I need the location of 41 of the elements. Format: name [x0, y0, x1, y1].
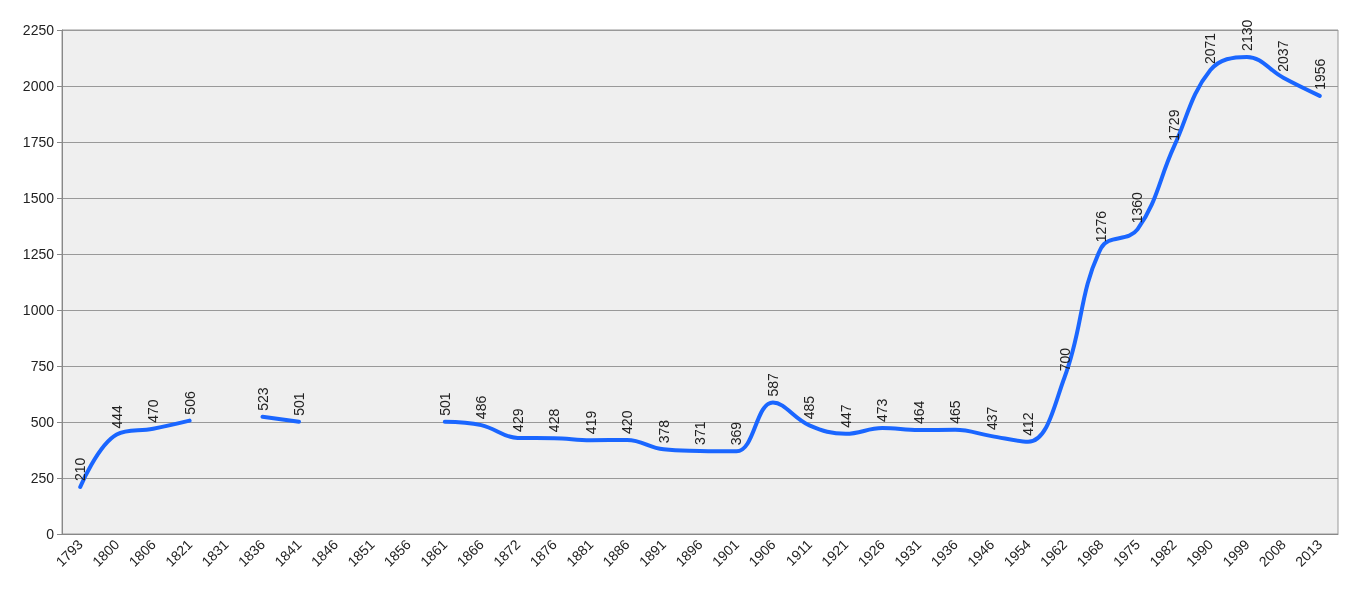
y-tick-label: 500 — [30, 414, 55, 430]
data-label: 369 — [728, 421, 745, 446]
data-label: 2071 — [1202, 32, 1219, 65]
data-label: 464 — [910, 400, 927, 425]
data-label: 429 — [509, 408, 526, 432]
data-label: 501 — [436, 392, 453, 416]
data-label: 506 — [181, 391, 198, 415]
y-tick-label: 1000 — [22, 302, 55, 318]
y-tick-label: 1500 — [22, 190, 55, 206]
data-label: 447 — [837, 404, 854, 428]
data-label: 1360 — [1129, 192, 1146, 224]
data-label: 700 — [1056, 347, 1073, 372]
data-label: 2037 — [1275, 40, 1292, 72]
data-label: 437 — [983, 406, 1000, 431]
y-tick-label: 750 — [30, 358, 55, 374]
data-label: 419 — [582, 410, 599, 435]
y-tick-label: 0 — [46, 526, 55, 542]
data-label: 428 — [546, 408, 563, 433]
data-label: 587 — [764, 372, 781, 397]
y-tick-label: 1250 — [22, 246, 55, 262]
y-tick-label: 1750 — [22, 134, 55, 150]
data-label: 444 — [108, 404, 125, 429]
data-label: 420 — [619, 410, 636, 434]
data-label: 501 — [290, 392, 307, 416]
y-tick-label: 2250 — [22, 22, 55, 38]
data-label: 473 — [874, 398, 891, 423]
data-label: 378 — [655, 419, 672, 444]
data-label: 486 — [473, 395, 490, 420]
data-label: 371 — [692, 421, 708, 445]
data-label: 523 — [254, 387, 271, 411]
data-label: 1729 — [1165, 109, 1182, 141]
data-label: 465 — [947, 400, 964, 424]
y-tick-label: 250 — [30, 470, 55, 486]
data-label: 2130 — [1238, 19, 1255, 51]
data-label: 1276 — [1093, 210, 1110, 243]
y-tick-label: 2000 — [22, 78, 55, 94]
data-label: 1956 — [1311, 58, 1328, 90]
data-label: 485 — [801, 395, 818, 420]
data-label: 470 — [145, 399, 162, 423]
data-label: 210 — [72, 457, 89, 481]
data-label: 412 — [1020, 412, 1037, 436]
